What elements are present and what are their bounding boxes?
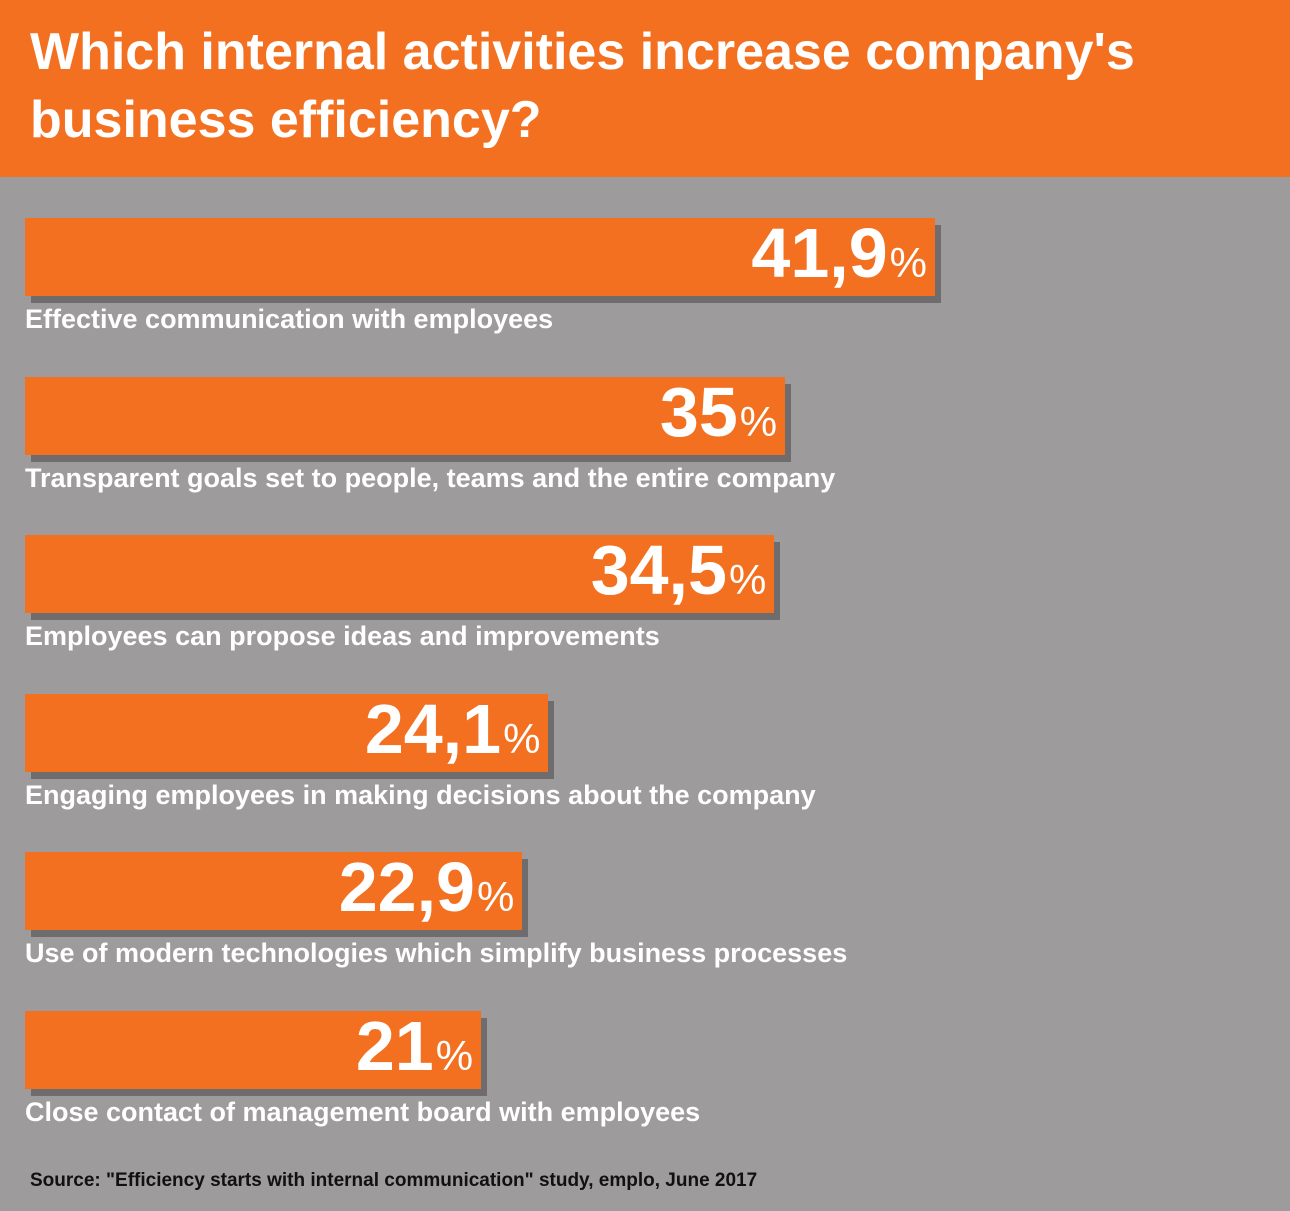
bar <box>25 376 786 455</box>
percent-unit: % <box>739 397 778 445</box>
percent-unit: % <box>503 714 541 762</box>
bar-value-label: 34,5% <box>590 531 767 609</box>
category-label: Close contact of management board with e… <box>25 1096 701 1127</box>
category-label: Employees can propose ideas and improvem… <box>25 621 660 651</box>
header-banner: Which internal activities increase compa… <box>0 0 1290 177</box>
percent-unit: % <box>728 556 767 603</box>
percent-unit: % <box>889 239 927 286</box>
category-label: Effective communication with employees <box>25 304 554 334</box>
source-note: Source: "Efficiency starts with internal… <box>30 1170 758 1191</box>
bar <box>25 693 549 772</box>
bar <box>25 535 775 613</box>
bar <box>25 218 935 296</box>
bar <box>25 852 523 930</box>
category-label: Transparent goals set to people, teams a… <box>25 462 836 493</box>
percent-unit: % <box>435 1031 474 1079</box>
category-label: Use of modern technologies which simplif… <box>25 938 848 968</box>
percent-unit: % <box>477 873 515 920</box>
bar-value-label: 35% <box>659 372 778 451</box>
bar-value-label: 22,9% <box>338 848 515 926</box>
bar <box>25 1010 482 1089</box>
category-label: Engaging employees in making decisions a… <box>25 779 816 810</box>
chart-title: Which internal activities increase compa… <box>30 23 1135 149</box>
bar-value-label: 21% <box>355 1006 474 1085</box>
bar-value-label: 41,9% <box>751 214 927 292</box>
bar-value-label: 24,1% <box>364 689 541 768</box>
